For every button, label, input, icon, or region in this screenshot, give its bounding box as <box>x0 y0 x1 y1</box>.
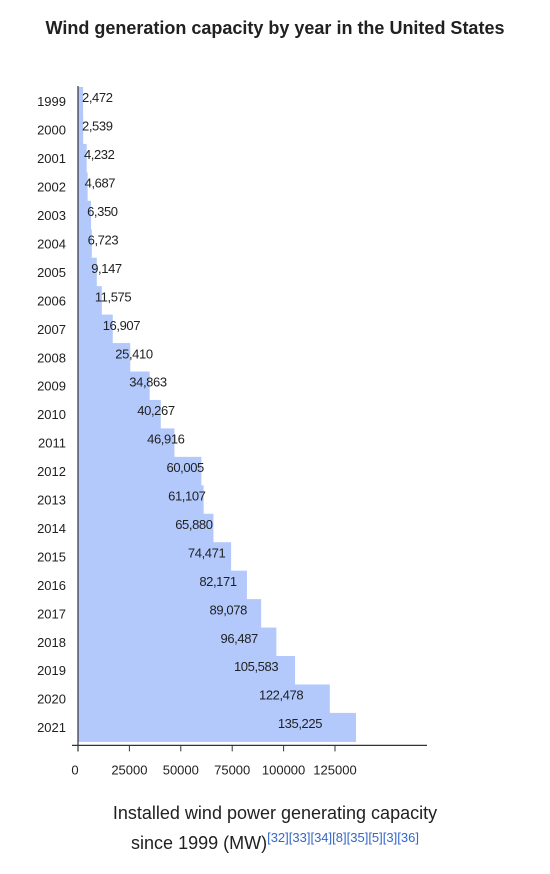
x-tick-label: 25000 <box>111 762 147 777</box>
value-label: 135,225 <box>278 716 322 731</box>
caption-refs: [32][33][34][8][35][5][3][36] <box>267 830 419 845</box>
bar <box>78 257 97 287</box>
year-label: 2002 <box>37 180 66 195</box>
value-label: 61,107 <box>168 489 206 504</box>
caption-line-1: Installed wind power generating capacity <box>112 803 438 823</box>
year-label: 2001 <box>37 151 66 166</box>
year-label: 2021 <box>37 720 66 735</box>
year-label: 2008 <box>37 350 66 365</box>
year-label: 2006 <box>37 293 66 308</box>
value-label: 46,916 <box>147 432 185 447</box>
x-tick-label: 100000 <box>262 762 305 777</box>
value-label: 60,005 <box>167 460 205 475</box>
year-label: 2011 <box>38 436 66 451</box>
value-label: 16,907 <box>103 318 141 333</box>
value-label: 6,350 <box>87 204 118 219</box>
bar <box>78 172 88 202</box>
year-label: 2005 <box>37 265 66 280</box>
ref-link[interactable]: [5] <box>368 830 383 845</box>
year-label: 2017 <box>37 606 66 621</box>
year-label: 2012 <box>37 464 66 479</box>
chart-caption: Installed wind power generating capacity… <box>0 798 550 858</box>
chart-title: Wind generation capacity by year in the … <box>45 18 505 38</box>
year-label: 2003 <box>37 208 66 223</box>
bar <box>78 229 92 259</box>
year-label: 2013 <box>37 493 66 508</box>
bar <box>78 627 277 657</box>
year-labels: 1999 2000 2001 2002 2003 2004 2005 2006 2007 2008… <box>37 94 66 735</box>
value-label: 25,410 <box>115 346 153 361</box>
value-label: 4,687 <box>85 176 116 191</box>
value-label: 65,880 <box>175 517 213 532</box>
x-tick-label: 125000 <box>313 762 356 777</box>
bar <box>78 115 84 145</box>
year-label: 2010 <box>37 407 66 422</box>
year-label: 2016 <box>37 578 66 593</box>
ref-link[interactable]: [35] <box>346 830 369 845</box>
bar <box>78 286 102 316</box>
x-ticks: 0 25000 50000 75000 100000 125000 <box>71 745 357 777</box>
value-label: 105,583 <box>234 659 278 674</box>
year-label: 1999 <box>37 94 66 109</box>
bar <box>78 314 113 344</box>
bar <box>78 428 175 458</box>
value-label: 11,575 <box>95 289 132 304</box>
value-label: 9,147 <box>91 261 122 276</box>
bar <box>78 599 262 629</box>
bar <box>78 656 296 686</box>
year-label: 2004 <box>37 236 66 251</box>
year-label: 2007 <box>37 322 66 337</box>
year-label: 2019 <box>37 663 66 678</box>
value-label: 4,232 <box>84 147 115 162</box>
axes <box>72 86 427 752</box>
bar <box>78 456 202 486</box>
bar <box>78 87 84 117</box>
value-label: 6,723 <box>88 232 119 247</box>
bars-group <box>78 87 357 742</box>
year-label: 2015 <box>37 549 66 564</box>
year-label: 2018 <box>37 635 66 650</box>
ref-link[interactable]: [34] <box>310 830 333 845</box>
x-tick-label: 75000 <box>214 762 250 777</box>
year-label: 2009 <box>37 379 66 394</box>
bar <box>78 343 131 373</box>
bar <box>78 371 150 401</box>
bar <box>78 684 330 714</box>
value-label: 40,267 <box>137 403 175 418</box>
bar <box>78 570 247 600</box>
bar <box>78 143 87 173</box>
value-label: 34,863 <box>129 375 167 390</box>
x-tick-label: 0 <box>71 762 78 777</box>
year-label: 2014 <box>37 521 66 536</box>
bar <box>78 542 232 572</box>
value-labels: 2,472 2,539 4,232 4,687 6,350 6,723 9,147 11,57… <box>82 90 323 731</box>
bar-chart: 1999 2000 2001 2002 2003 2004 2005 2006 2007 2008… <box>37 86 427 777</box>
x-tick-label: 50000 <box>163 762 199 777</box>
ref-link[interactable]: [33] <box>288 830 311 845</box>
value-label: 2,539 <box>82 119 113 134</box>
value-label: 74,471 <box>188 545 226 560</box>
caption-line-2: since 1999 (MW) <box>131 833 268 853</box>
bar <box>78 712 357 742</box>
value-label: 2,472 <box>82 90 113 105</box>
bar <box>78 200 92 230</box>
ref-link[interactable]: [8] <box>332 830 347 845</box>
ref-link[interactable]: [36] <box>397 830 419 845</box>
bar <box>78 399 161 429</box>
ref-link[interactable]: [3] <box>382 830 398 845</box>
ref-link[interactable]: [32] <box>267 830 289 845</box>
value-label: 96,487 <box>221 631 259 646</box>
bar <box>78 485 204 515</box>
year-label: 2020 <box>37 692 66 707</box>
value-label: 82,171 <box>199 574 237 589</box>
value-label: 89,078 <box>210 602 248 617</box>
value-label: 122,478 <box>259 688 303 703</box>
bar <box>78 513 214 543</box>
year-label: 2000 <box>37 123 66 138</box>
